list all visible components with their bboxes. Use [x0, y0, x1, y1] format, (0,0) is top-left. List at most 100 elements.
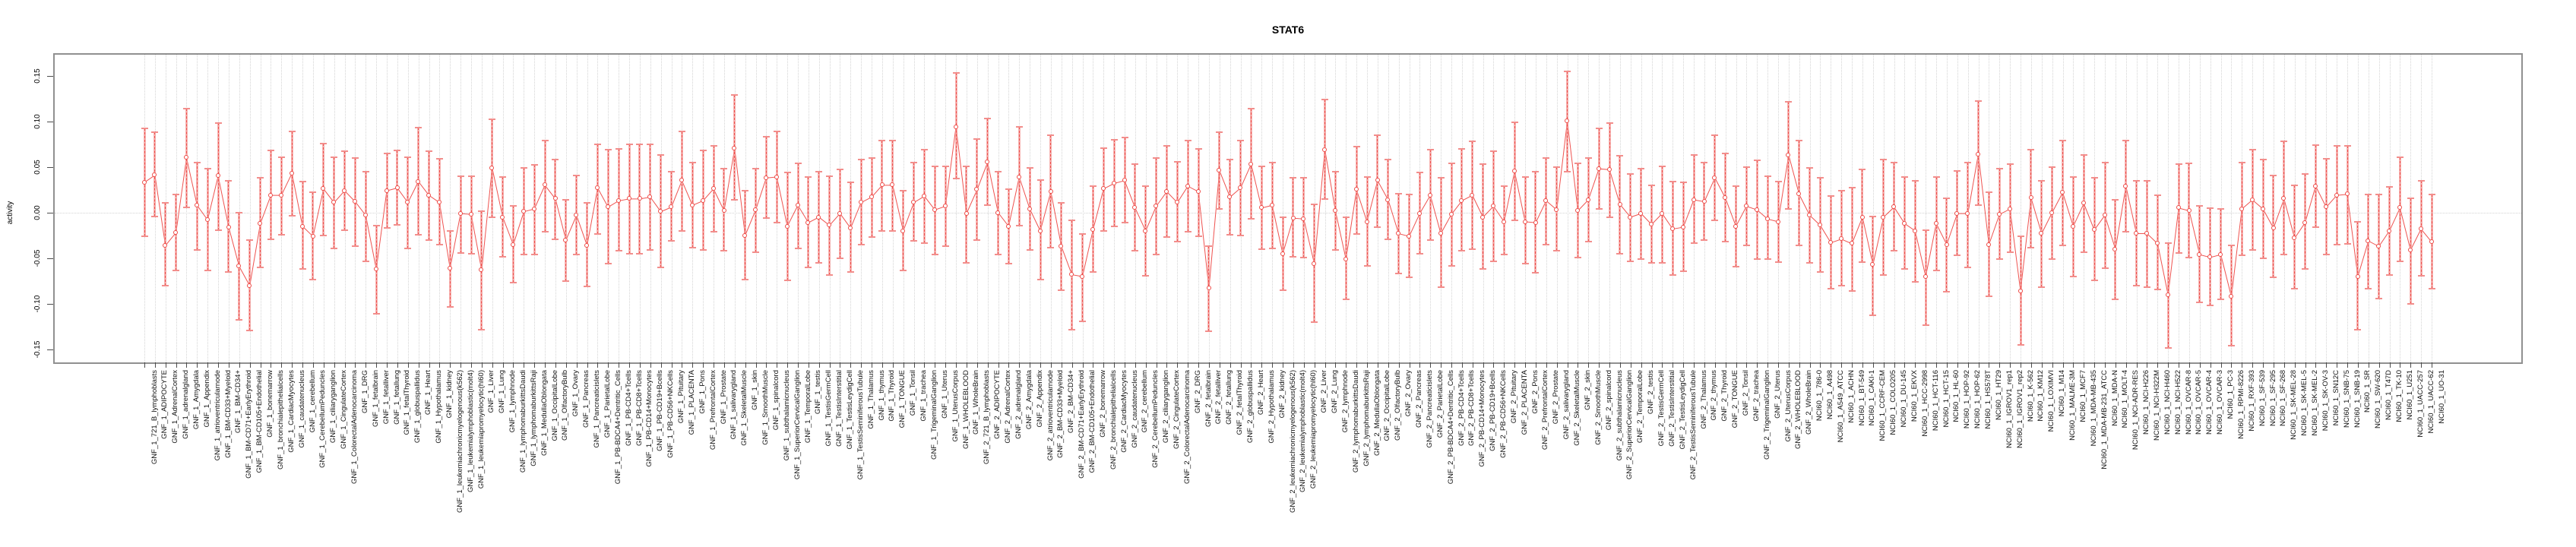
x-axis-tick [450, 362, 451, 368]
x-axis-tick [1177, 362, 1179, 368]
data-point [2007, 206, 2012, 211]
data-point [184, 155, 189, 160]
data-point [2271, 225, 2276, 230]
errorbar-cap-bottom [1638, 258, 1645, 261]
errorbar-cap-bottom [415, 233, 422, 236]
data-point [1143, 228, 1148, 233]
data-point [1743, 204, 1748, 209]
errorbar-cap-top [1574, 163, 1581, 164]
gridline-vertical [1082, 55, 1084, 362]
data-point [2355, 274, 2360, 279]
x-tick-label: GNF_1_ParietalLobe [603, 370, 612, 438]
x-axis-tick [2125, 362, 2127, 368]
x-tick-label: NCI60_1_MOLT-4 [2121, 370, 2130, 428]
errorbar-cap-top [1448, 163, 1455, 164]
errorbar-cap-top [625, 143, 633, 145]
x-tick-label: GNF_1_ciliaryganglion [329, 370, 338, 444]
x-axis-tick [197, 362, 198, 368]
errorbar-cap-bottom [773, 222, 780, 224]
x-axis-tick [1694, 362, 1695, 368]
errorbar-cap-bottom [2185, 256, 2193, 258]
errorbar-cap-top [2090, 177, 2098, 179]
x-tick-label: GNF_2_bonemarrow [1098, 370, 1107, 438]
x-tick-label: GNF_1_fetallung [392, 370, 401, 425]
errorbar-cap-top [1837, 190, 1845, 192]
data-point [1448, 211, 1454, 217]
errorbar-cap-bottom [1880, 274, 1888, 276]
data-point [436, 200, 441, 205]
errorbar-cap-bottom [372, 313, 380, 315]
data-point [1048, 188, 1053, 194]
errorbar-cap-bottom [1722, 241, 1729, 243]
data-point [1606, 167, 1612, 172]
x-tick-label: GNF_2_cerebellum [1141, 370, 1150, 433]
x-axis-tick [387, 362, 388, 368]
errorbar-cap-bottom [1616, 252, 1624, 255]
x-axis-tick [439, 362, 441, 368]
errorbar-cap-bottom [920, 242, 928, 244]
data-point [1343, 256, 1348, 261]
x-axis-tick [1767, 362, 1769, 368]
x-tick-label: GNF_2_fetalbrain [1204, 370, 1213, 427]
errorbar-cap-top [2049, 166, 2056, 168]
errorbar-cap-bottom [847, 271, 854, 274]
errorbar-cap-bottom [1701, 239, 1708, 241]
x-tick-label: GNF_1_bonemarrow [266, 370, 275, 438]
errorbar-cap-bottom [1226, 233, 1234, 236]
x-axis-tick [987, 362, 989, 368]
x-axis-tick [376, 362, 378, 368]
errorbar-cap-bottom [1353, 232, 1360, 235]
data-point [1122, 178, 1127, 183]
gridline-vertical [1324, 55, 1326, 362]
data-point [1870, 262, 1875, 267]
x-tick-label: NCI60_1_NCI-H226 [2142, 370, 2151, 435]
errorbar-cap-bottom [963, 262, 970, 264]
data-point [2249, 197, 2255, 202]
data-point [1701, 199, 1707, 204]
data-point [1912, 228, 1917, 233]
data-point [1438, 231, 1443, 236]
errorbar-cap-top [1827, 195, 1834, 198]
errorbar-cap-top [467, 175, 475, 177]
x-tick-label: NCI60_1_HT29 [1994, 370, 2003, 421]
data-point [669, 204, 674, 210]
data-point [1522, 219, 1527, 224]
x-axis-tick [1114, 362, 1116, 368]
errorbar-cap-top [299, 181, 306, 183]
x-tick-label: NCI60_1_EKVX [1910, 370, 1919, 422]
errorbar-cap-top [1131, 163, 1139, 166]
data-point [742, 232, 748, 238]
data-point [1902, 220, 1907, 226]
x-axis-tick [2105, 362, 2106, 368]
errorbar-cap-bottom [2354, 328, 2362, 330]
x-tick-label: GNF_2_adrenalgland [1014, 370, 1023, 439]
data-point [847, 225, 853, 230]
x-tick-label: GNF_2_Thyroid [1720, 370, 1729, 422]
x-axis-tick [1019, 362, 1021, 368]
gridline-vertical [1872, 55, 1874, 362]
errorbar-cap-bottom [1290, 255, 1297, 258]
data-point [1723, 195, 1728, 201]
errorbar-cap-top [2196, 205, 2204, 207]
errorbar-cap-bottom [1679, 270, 1687, 272]
data-point [1628, 214, 1633, 220]
x-axis-tick [1251, 362, 1252, 368]
errorbar-cap-top [2396, 156, 2404, 158]
errorbar-cap-bottom [615, 250, 622, 252]
x-tick-label: NCI60_1_SN12C [2331, 370, 2340, 426]
x-axis-tick [1651, 362, 1653, 368]
errorbar-cap-top [1722, 152, 1729, 154]
errorbar-cap-top [520, 167, 527, 169]
errorbar-cap-bottom [647, 249, 654, 251]
gridline-vertical [2168, 55, 2169, 362]
x-axis-tick [344, 362, 346, 368]
x-tick-label: GNF_2_Pancreas [1415, 370, 1424, 428]
data-point [2429, 239, 2434, 244]
x-tick-label: GNF_1_Tonsil [909, 370, 918, 416]
data-point [1881, 214, 1886, 220]
errorbar-cap-bottom [2143, 286, 2150, 289]
data-point [900, 228, 906, 233]
x-tick-label: NCI60_1_UO-31 [2437, 370, 2446, 424]
errorbar-cap-bottom [900, 269, 907, 271]
errorbar-cap-bottom [2112, 299, 2119, 301]
